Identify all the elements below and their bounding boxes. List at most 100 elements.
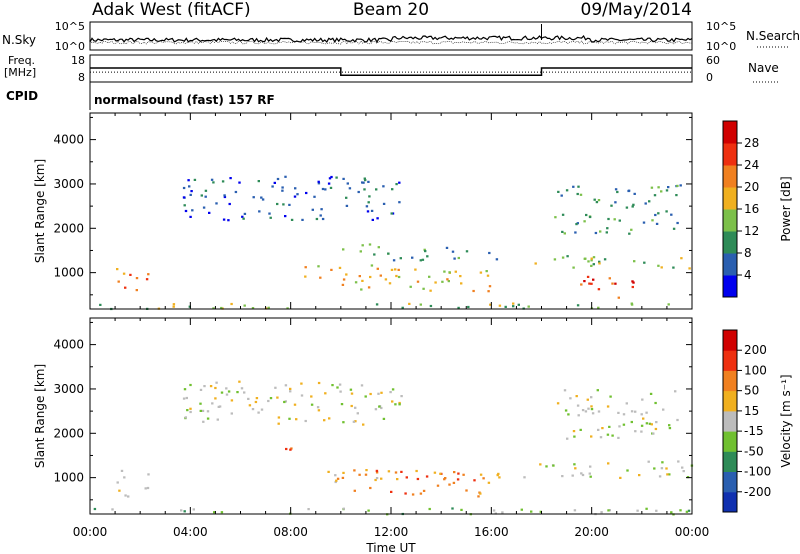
heatmap-cell <box>445 246 449 249</box>
heatmap-cell <box>341 283 345 286</box>
heatmap-cell <box>374 478 377 482</box>
heatmap-cell <box>633 192 636 195</box>
heatmap-cell <box>172 305 175 308</box>
heatmap-cell <box>215 381 218 384</box>
heatmap-cell <box>598 262 601 265</box>
nave-tick-top: 60 <box>706 54 720 67</box>
heatmap-cell <box>686 476 690 479</box>
heatmap-cell <box>523 476 526 479</box>
heatmap-cell <box>311 208 314 211</box>
heatmap-cell <box>446 278 449 281</box>
heatmap-cell <box>426 255 429 258</box>
heatmap-cell <box>310 403 314 406</box>
heatmap-cell <box>585 213 588 217</box>
heatmap-cell <box>661 461 664 464</box>
heatmap-cell <box>269 216 272 219</box>
heatmap-cell <box>183 204 186 207</box>
heatmap-cell <box>206 417 210 420</box>
heatmap-cell <box>388 282 392 285</box>
heatmap-cell <box>252 196 255 199</box>
heatmap-cell <box>495 258 499 261</box>
heatmap-cell <box>504 305 507 308</box>
heatmap-cell <box>539 463 542 466</box>
heatmap-cell <box>387 470 391 473</box>
heatmap-cell <box>534 262 537 265</box>
heatmap-cell <box>633 260 636 263</box>
heatmap-cell <box>342 248 345 251</box>
heatmap-cell <box>497 472 500 475</box>
heatmap-cell <box>583 280 586 283</box>
heatmap-cell <box>251 408 255 411</box>
heatmap-cell <box>598 260 601 263</box>
heatmap-cell <box>382 185 385 188</box>
heatmap-cell <box>644 202 647 205</box>
heatmap-cell <box>658 475 662 478</box>
heatmap-cell <box>329 186 333 189</box>
heatmap-cell <box>111 508 114 511</box>
heatmap-cell <box>214 386 217 390</box>
heatmap-cell <box>565 189 569 192</box>
heatmap-cell <box>488 285 492 288</box>
heatmap-cell <box>668 427 672 430</box>
heatmap-cell <box>590 435 593 438</box>
x-tick-label: 12:00 <box>374 525 409 539</box>
heatmap-cell <box>443 270 446 273</box>
heatmap-cell <box>350 392 354 395</box>
heatmap-cell <box>441 280 444 283</box>
heatmap-cell <box>273 181 276 184</box>
heatmap-cell <box>645 411 648 414</box>
heatmap-cell <box>340 403 344 406</box>
y-tick-label: 1000 <box>53 471 84 485</box>
heatmap-cell <box>284 215 287 218</box>
heatmap-cell <box>640 424 644 427</box>
heatmap-cell <box>147 473 150 476</box>
heatmap-cell <box>487 290 490 293</box>
colorbar-tick: -200 <box>744 485 771 499</box>
heatmap-cell <box>324 188 327 191</box>
heatmap-cell <box>501 511 504 514</box>
heatmap-cell <box>655 222 659 225</box>
heatmap-cell <box>657 186 660 189</box>
colorbar-swatch <box>723 431 737 452</box>
heatmap-cell <box>642 221 646 224</box>
heatmap-cell <box>349 388 353 391</box>
heatmap-cell <box>191 209 194 212</box>
heatmap-cell <box>590 282 593 285</box>
heatmap-cell <box>665 467 668 470</box>
heatmap-cell <box>667 186 670 189</box>
heatmap-cell <box>183 388 187 391</box>
heatmap-cell <box>367 286 371 289</box>
heatmap-cell <box>448 483 451 486</box>
heatmap-cell <box>222 218 226 221</box>
heatmap-cell <box>401 306 404 309</box>
heatmap-cell <box>373 253 376 256</box>
heatmap-cell <box>375 477 379 480</box>
heatmap-cell <box>662 408 665 411</box>
heatmap-cell <box>557 190 560 193</box>
heatmap-cell <box>260 196 263 199</box>
heatmap-cell <box>618 219 621 222</box>
heatmap-cell <box>429 304 433 308</box>
heatmap-cell <box>317 180 320 183</box>
heatmap-cell <box>180 509 183 512</box>
heatmap-cell <box>317 381 321 385</box>
heatmap-cell <box>241 215 244 218</box>
heatmap-cell <box>377 392 380 395</box>
heatmap-cell <box>631 205 634 208</box>
colorbar-tick: 4 <box>744 268 752 282</box>
heatmap-cell <box>240 387 244 390</box>
heatmap-cell <box>630 420 633 424</box>
nave-tick-bottom: 0 <box>706 71 713 84</box>
x-tick-label: 08:00 <box>273 525 308 539</box>
colorbar-swatch <box>723 253 737 276</box>
heatmap-cell <box>679 184 682 187</box>
heatmap-cell <box>589 475 592 478</box>
heatmap-cell <box>227 390 231 393</box>
heatmap-cell <box>124 286 127 289</box>
heatmap-cell <box>362 181 365 184</box>
heatmap-cell <box>352 420 356 423</box>
heatmap-cell <box>328 417 331 420</box>
heatmap-cell <box>350 404 353 408</box>
heatmap-cell <box>276 177 280 181</box>
heatmap-cell <box>258 210 261 213</box>
